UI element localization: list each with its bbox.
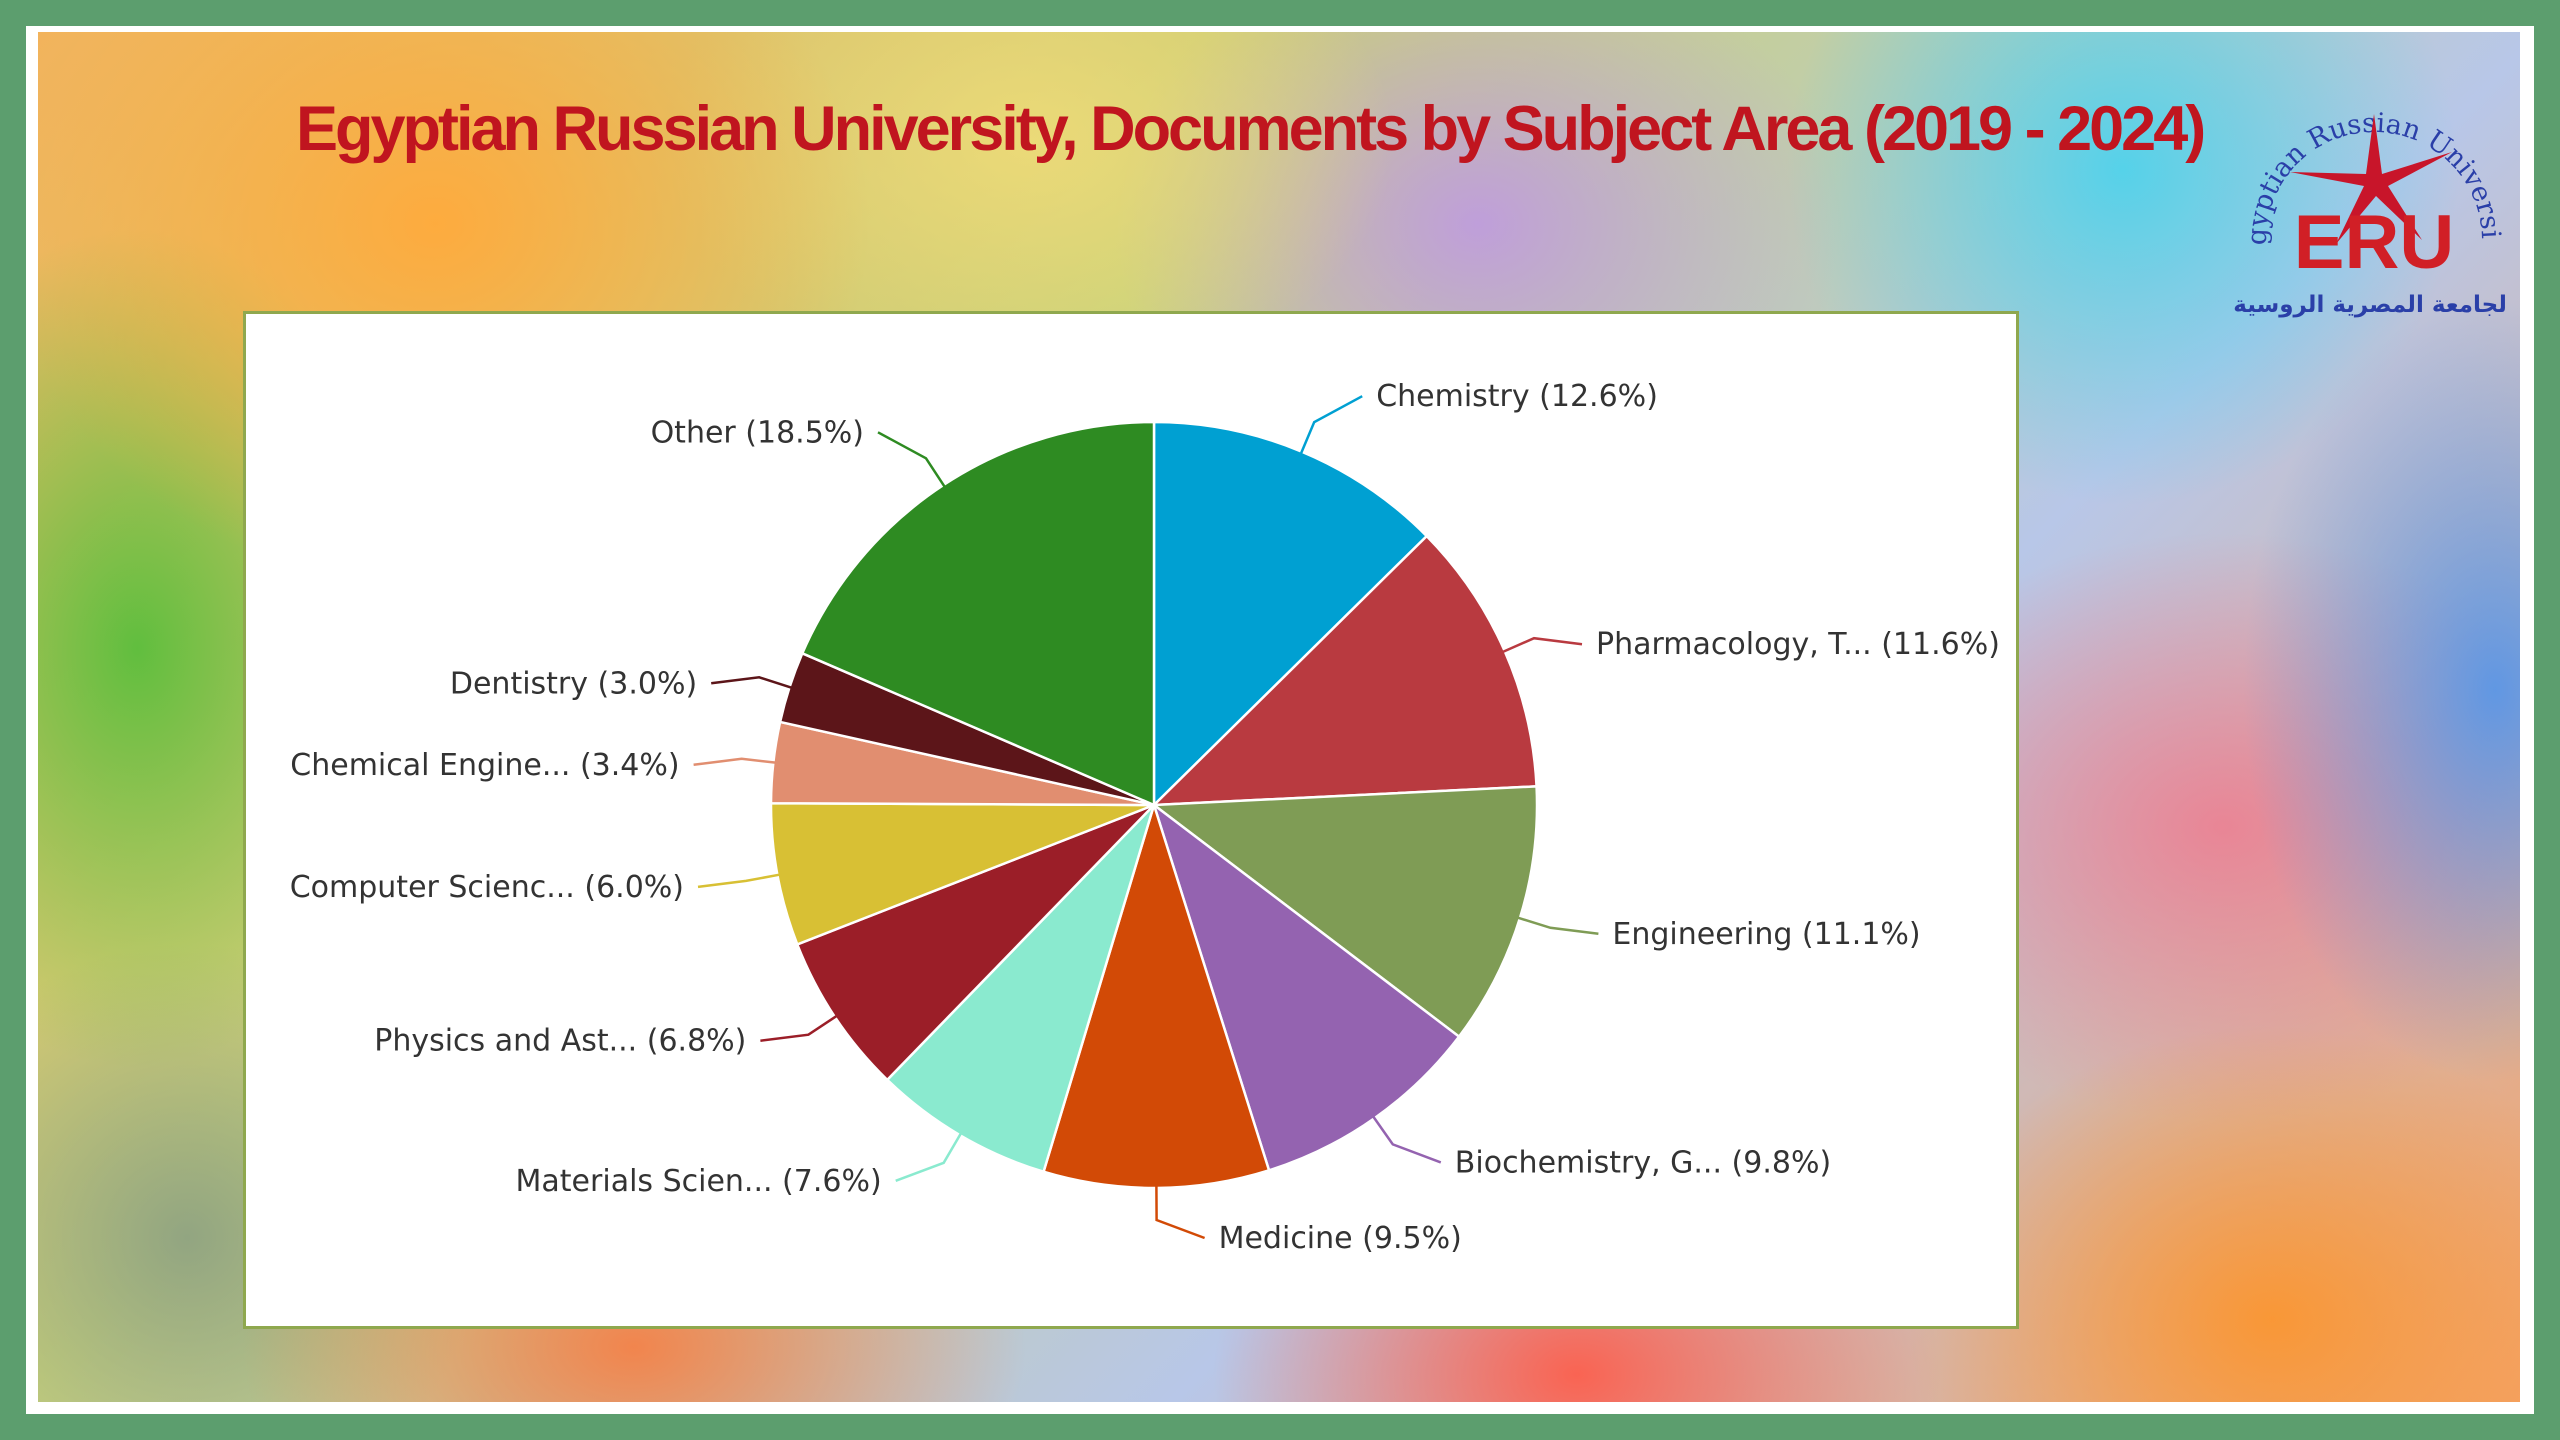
leader-line bbox=[1517, 916, 1599, 936]
leader-line bbox=[1155, 1185, 1206, 1240]
slice-label-pharmacology-t: Pharmacology, T... (11.6%) bbox=[1596, 627, 2000, 662]
slice-label-materials-scien: Materials Scien... (7.6%) bbox=[516, 1164, 882, 1199]
slice-label-other: Other (18.5%) bbox=[651, 415, 864, 450]
slice-label-engineering: Engineering (11.1%) bbox=[1612, 917, 1920, 952]
leader-line bbox=[760, 1014, 838, 1042]
slice-label-dentistry: Dentistry (3.0%) bbox=[450, 666, 697, 701]
university-logo: Egyptian Russian University ERU الجامعة … bbox=[2232, 40, 2508, 318]
logo-star bbox=[2290, 114, 2452, 244]
leader-line bbox=[693, 757, 776, 767]
slice-label-chemistry: Chemistry (12.6%) bbox=[1376, 379, 1658, 414]
logo-letters: ERU bbox=[2294, 200, 2454, 285]
chart-panel: Chemistry (12.6%) Pharmacology, T... (11.… bbox=[243, 311, 2019, 1329]
slice-label-chemical-engine: Chemical Engine... (3.4%) bbox=[290, 748, 679, 783]
slice-label-medicine: Medicine (9.5%) bbox=[1219, 1221, 1462, 1256]
leader-line bbox=[1299, 395, 1363, 454]
pie-chart: Chemistry (12.6%) Pharmacology, T... (11.… bbox=[290, 379, 2000, 1256]
slice-label-physics-and-ast: Physics and Ast... (6.8%) bbox=[374, 1024, 746, 1059]
leader-line bbox=[697, 873, 780, 889]
slice-label-computer-scienc: Computer Scienc... (6.0%) bbox=[290, 870, 684, 905]
leader-line bbox=[711, 676, 792, 689]
leader-line bbox=[877, 431, 946, 488]
slide-title: Egyptian Russian University, Documents b… bbox=[296, 94, 2206, 164]
leader-line bbox=[895, 1132, 962, 1182]
logo-arabic-text: الجامعة المصرية الروسية bbox=[2233, 292, 2508, 318]
leader-line bbox=[1502, 636, 1583, 654]
leader-line bbox=[1372, 1115, 1442, 1164]
slice-label-biochemistry-g: Biochemistry, G... (9.8%) bbox=[1455, 1145, 1831, 1180]
